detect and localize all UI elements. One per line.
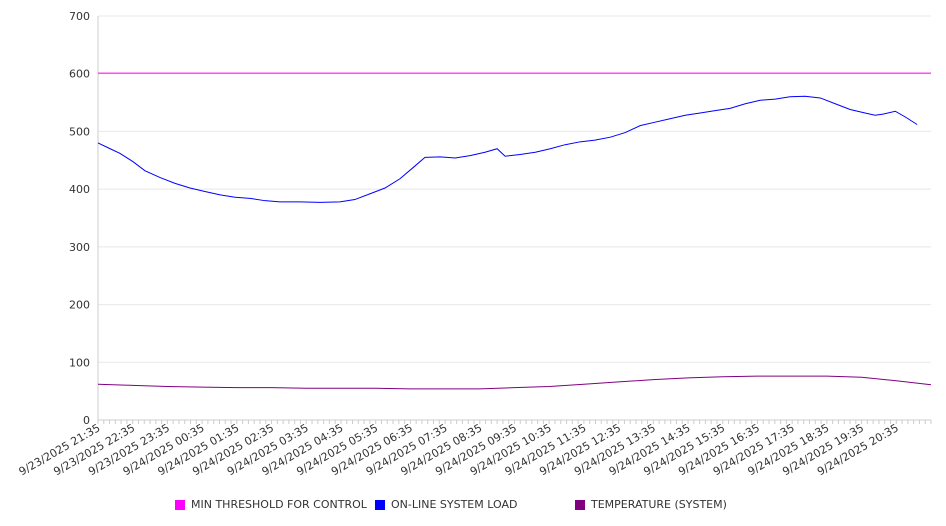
legend-swatch <box>575 499 585 510</box>
legend-label: MIN THRESHOLD FOR CONTROL <box>191 498 367 511</box>
legend-item-load: ON-LINE SYSTEM LOAD <box>375 498 517 511</box>
legend-label: TEMPERATURE (SYSTEM) <box>591 498 727 511</box>
series-line-2 <box>97 375 932 390</box>
y-tick-label: 0 <box>83 414 90 427</box>
y-tick-label: 300 <box>69 241 90 254</box>
legend-swatch <box>375 499 385 510</box>
series-line-1 <box>97 95 918 203</box>
legend-item-threshold: MIN THRESHOLD FOR CONTROL <box>175 498 367 511</box>
legend-swatch <box>175 499 185 510</box>
y-tick-label: 700 <box>69 10 90 23</box>
y-tick-label: 400 <box>69 183 90 196</box>
legend-item-temperature: TEMPERATURE (SYSTEM) <box>575 498 727 511</box>
y-tick-label: 500 <box>69 125 90 138</box>
y-tick-label: 200 <box>69 299 90 312</box>
legend-label: ON-LINE SYSTEM LOAD <box>391 498 518 511</box>
y-tick-label: 100 <box>69 356 90 369</box>
y-tick-label: 600 <box>69 68 90 81</box>
